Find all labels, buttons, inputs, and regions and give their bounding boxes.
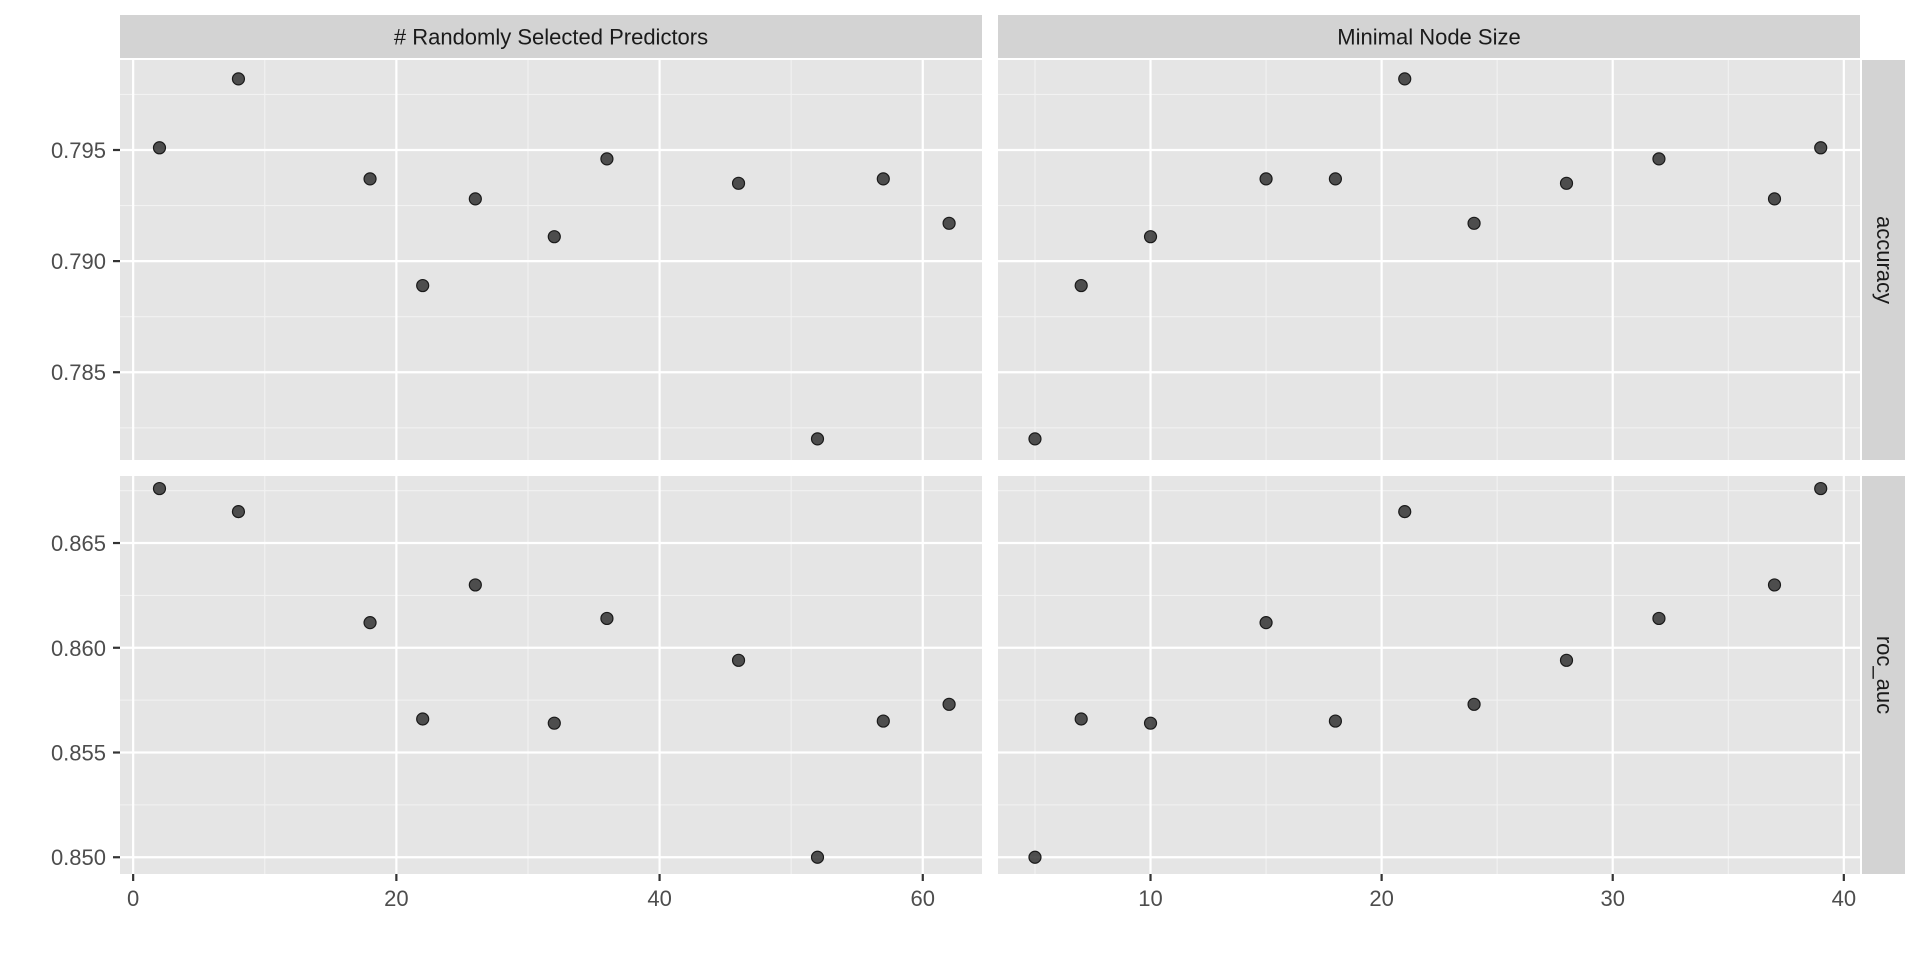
data-point-accuracy-min_n — [1074, 278, 1088, 293]
panel-accuracy-mtry — [120, 60, 982, 460]
facet-strip-top — [998, 15, 1860, 58]
data-point-roc_auc-min_n — [1767, 578, 1782, 592]
facet-label-column: Minimal Node Size — [1337, 25, 1520, 50]
data-point-roc_auc-min_n — [1559, 653, 1574, 667]
data-point-roc_auc-mtry — [810, 850, 825, 864]
facet-strip-right — [1862, 60, 1905, 460]
data-point-accuracy-mtry — [231, 72, 246, 86]
y-tick-label: 0.860 — [51, 636, 106, 661]
data-point-accuracy-mtry — [468, 192, 482, 206]
x-tick-label: 40 — [1832, 886, 1856, 911]
data-point-accuracy-min_n — [1398, 72, 1412, 86]
x-tick-label: 40 — [647, 886, 671, 911]
data-point-roc_auc-min_n — [1074, 712, 1088, 726]
y-tick-label: 0.795 — [51, 138, 106, 163]
data-point-accuracy-min_n — [1652, 152, 1666, 166]
data-point-roc_auc-mtry — [231, 505, 246, 519]
data-point-accuracy-min_n — [1259, 172, 1273, 186]
y-tick-label: 0.785 — [51, 360, 106, 385]
data-point-accuracy-min_n — [1328, 172, 1343, 186]
data-point-roc_auc-min_n — [1028, 850, 1042, 864]
data-point-accuracy-mtry — [547, 230, 561, 244]
data-point-accuracy-mtry — [416, 278, 430, 293]
data-point-accuracy-min_n — [1143, 230, 1158, 244]
panel-roc_auc-min_n — [998, 476, 1860, 874]
data-point-roc_auc-min_n — [1652, 611, 1666, 626]
facet-label-row: roc_auc — [1872, 636, 1897, 714]
y-tick-label: 0.790 — [51, 249, 106, 274]
x-tick-label: 20 — [384, 886, 408, 911]
data-point-roc_auc-mtry — [363, 616, 377, 630]
data-point-roc_auc-mtry — [600, 611, 614, 626]
x-tick-label: 60 — [911, 886, 935, 911]
data-point-roc_auc-mtry — [942, 697, 956, 711]
data-point-roc_auc-min_n — [1467, 697, 1481, 711]
data-point-roc_auc-min_n — [1814, 481, 1828, 496]
y-tick-label: 0.850 — [51, 845, 106, 870]
x-tick-label: 0 — [127, 886, 139, 911]
data-point-roc_auc-mtry — [152, 481, 167, 496]
data-point-roc_auc-min_n — [1143, 716, 1158, 730]
data-point-accuracy-mtry — [152, 141, 167, 155]
y-tick-label: 0.855 — [51, 741, 106, 766]
data-point-roc_auc-min_n — [1328, 714, 1343, 728]
facet-label-column: # Randomly Selected Predictors — [394, 25, 708, 50]
data-point-accuracy-mtry — [363, 172, 377, 186]
data-point-roc_auc-mtry — [547, 716, 561, 730]
data-point-roc_auc-min_n — [1398, 505, 1412, 519]
data-point-accuracy-min_n — [1028, 432, 1042, 446]
facet-label-row: accuracy — [1872, 216, 1897, 304]
data-point-roc_auc-mtry — [416, 712, 430, 726]
y-tick-label: 0.865 — [51, 531, 106, 556]
facet-strip-top — [120, 15, 982, 58]
data-point-roc_auc-min_n — [1259, 616, 1273, 630]
data-point-accuracy-min_n — [1814, 141, 1828, 155]
data-point-accuracy-min_n — [1467, 216, 1481, 230]
data-point-accuracy-mtry — [942, 216, 956, 230]
data-point-accuracy-mtry — [810, 432, 825, 446]
data-point-accuracy-mtry — [731, 176, 746, 190]
x-tick-label: 30 — [1600, 886, 1624, 911]
facet-strip-right — [1862, 476, 1905, 874]
panel-accuracy-min_n — [998, 60, 1860, 460]
data-point-roc_auc-mtry — [468, 578, 482, 592]
data-point-accuracy-mtry — [600, 152, 614, 166]
data-point-accuracy-mtry — [876, 172, 890, 186]
data-point-roc_auc-mtry — [731, 653, 746, 667]
data-point-roc_auc-mtry — [876, 714, 890, 728]
data-point-accuracy-min_n — [1767, 192, 1782, 206]
data-point-accuracy-min_n — [1559, 176, 1574, 190]
x-tick-label: 10 — [1138, 886, 1162, 911]
x-tick-label: 20 — [1369, 886, 1393, 911]
panel-roc_auc-mtry — [120, 476, 982, 874]
